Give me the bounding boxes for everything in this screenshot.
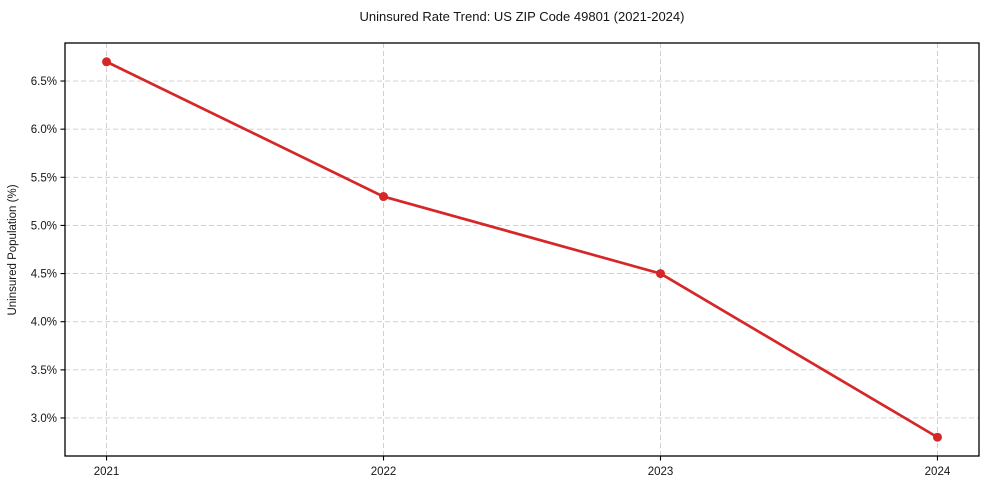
trend-line xyxy=(105,60,939,439)
x-tick-label: 2022 xyxy=(371,466,397,478)
y-tick-label: 6.5% xyxy=(31,76,57,88)
plot-frame xyxy=(64,42,980,457)
data-point-marker xyxy=(379,192,389,202)
y-tick-label: 3.5% xyxy=(31,365,57,377)
y-tick-label: 5.0% xyxy=(31,220,57,232)
x-tick-label: 2023 xyxy=(648,466,674,478)
y-tick-label: 5.5% xyxy=(31,172,57,184)
data-point-marker xyxy=(655,269,665,279)
y-tick-label: 6.0% xyxy=(31,124,57,136)
data-point-marker xyxy=(932,432,942,442)
y-tick-label: 4.0% xyxy=(31,317,57,329)
y-axis-label: Uninsured Population (%) xyxy=(7,184,19,316)
x-tick-label: 2024 xyxy=(925,466,951,478)
y-tick-label: 3.0% xyxy=(31,413,57,425)
x-tick-label: 2021 xyxy=(94,466,120,478)
y-tick-label: 4.5% xyxy=(31,269,57,281)
data-point-marker xyxy=(102,57,112,67)
chart-title: Uninsured Rate Trend: US ZIP Code 49801 … xyxy=(359,9,685,24)
